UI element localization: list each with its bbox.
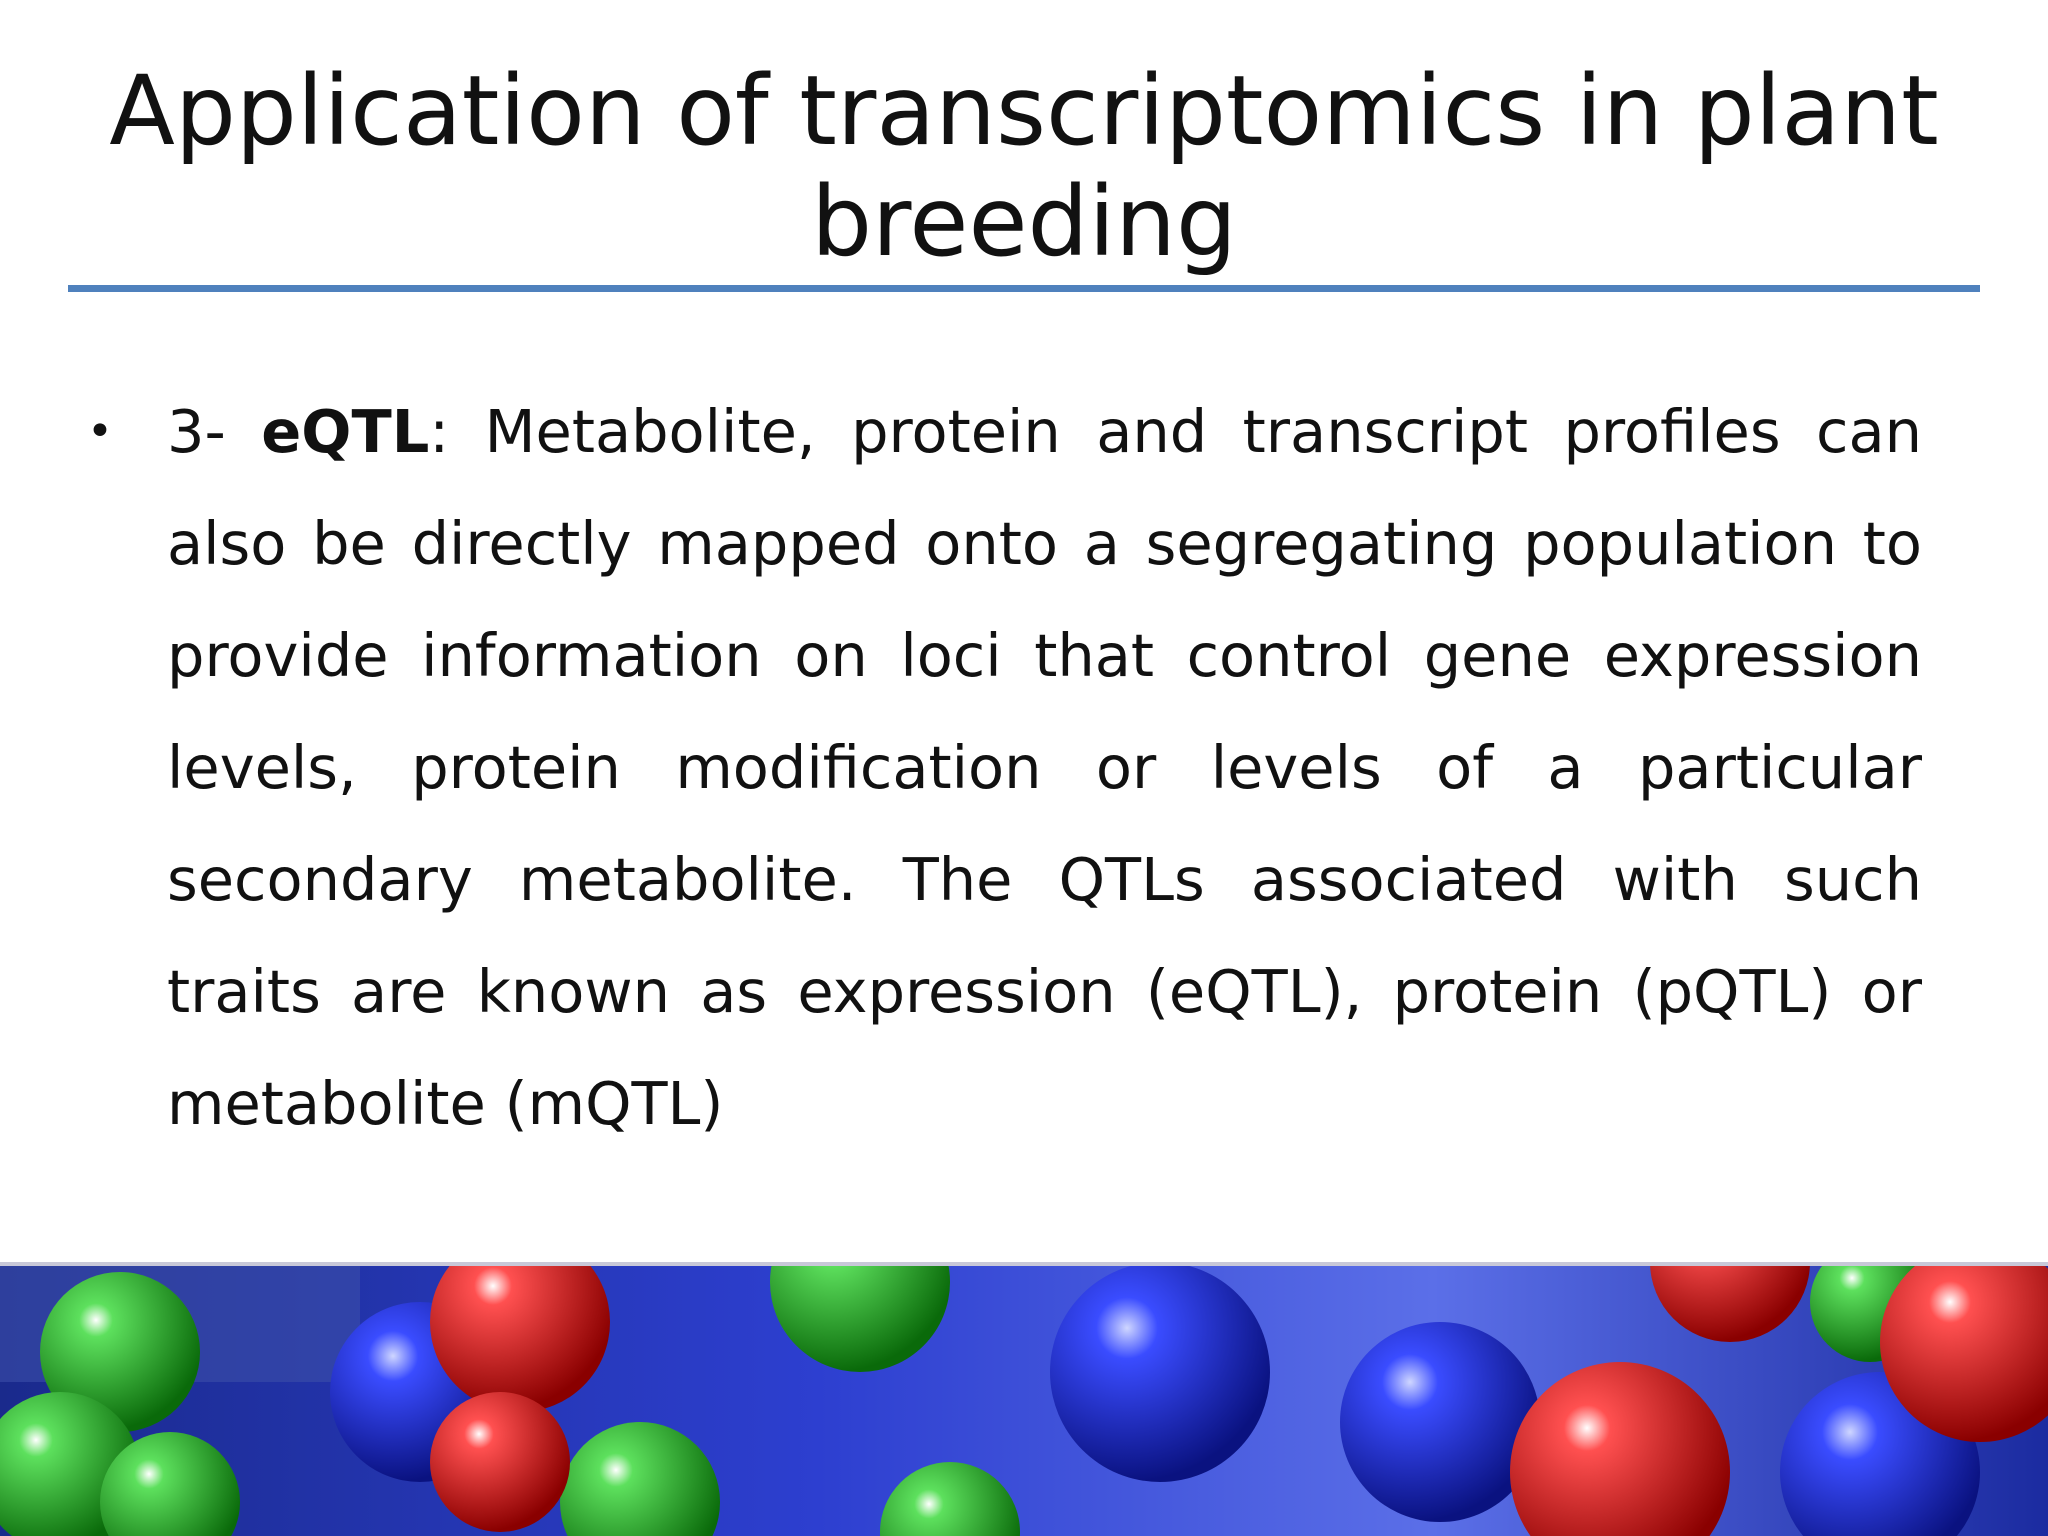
- bullet-number: 3-: [167, 397, 226, 466]
- bullet-list: 3- eQTL: Metabolite, protein and transcr…: [87, 376, 1922, 1160]
- molecule-banner: [0, 1262, 2048, 1536]
- title-rule: [68, 285, 1980, 292]
- bullet-text: : Metabolite, protein and transcript pro…: [167, 397, 1922, 1138]
- slide-title: Application of transcriptomics in plant …: [109, 55, 1939, 278]
- bullet: 3- eQTL: Metabolite, protein and transcr…: [87, 376, 1922, 1160]
- bullet-term: eQTL: [261, 397, 430, 466]
